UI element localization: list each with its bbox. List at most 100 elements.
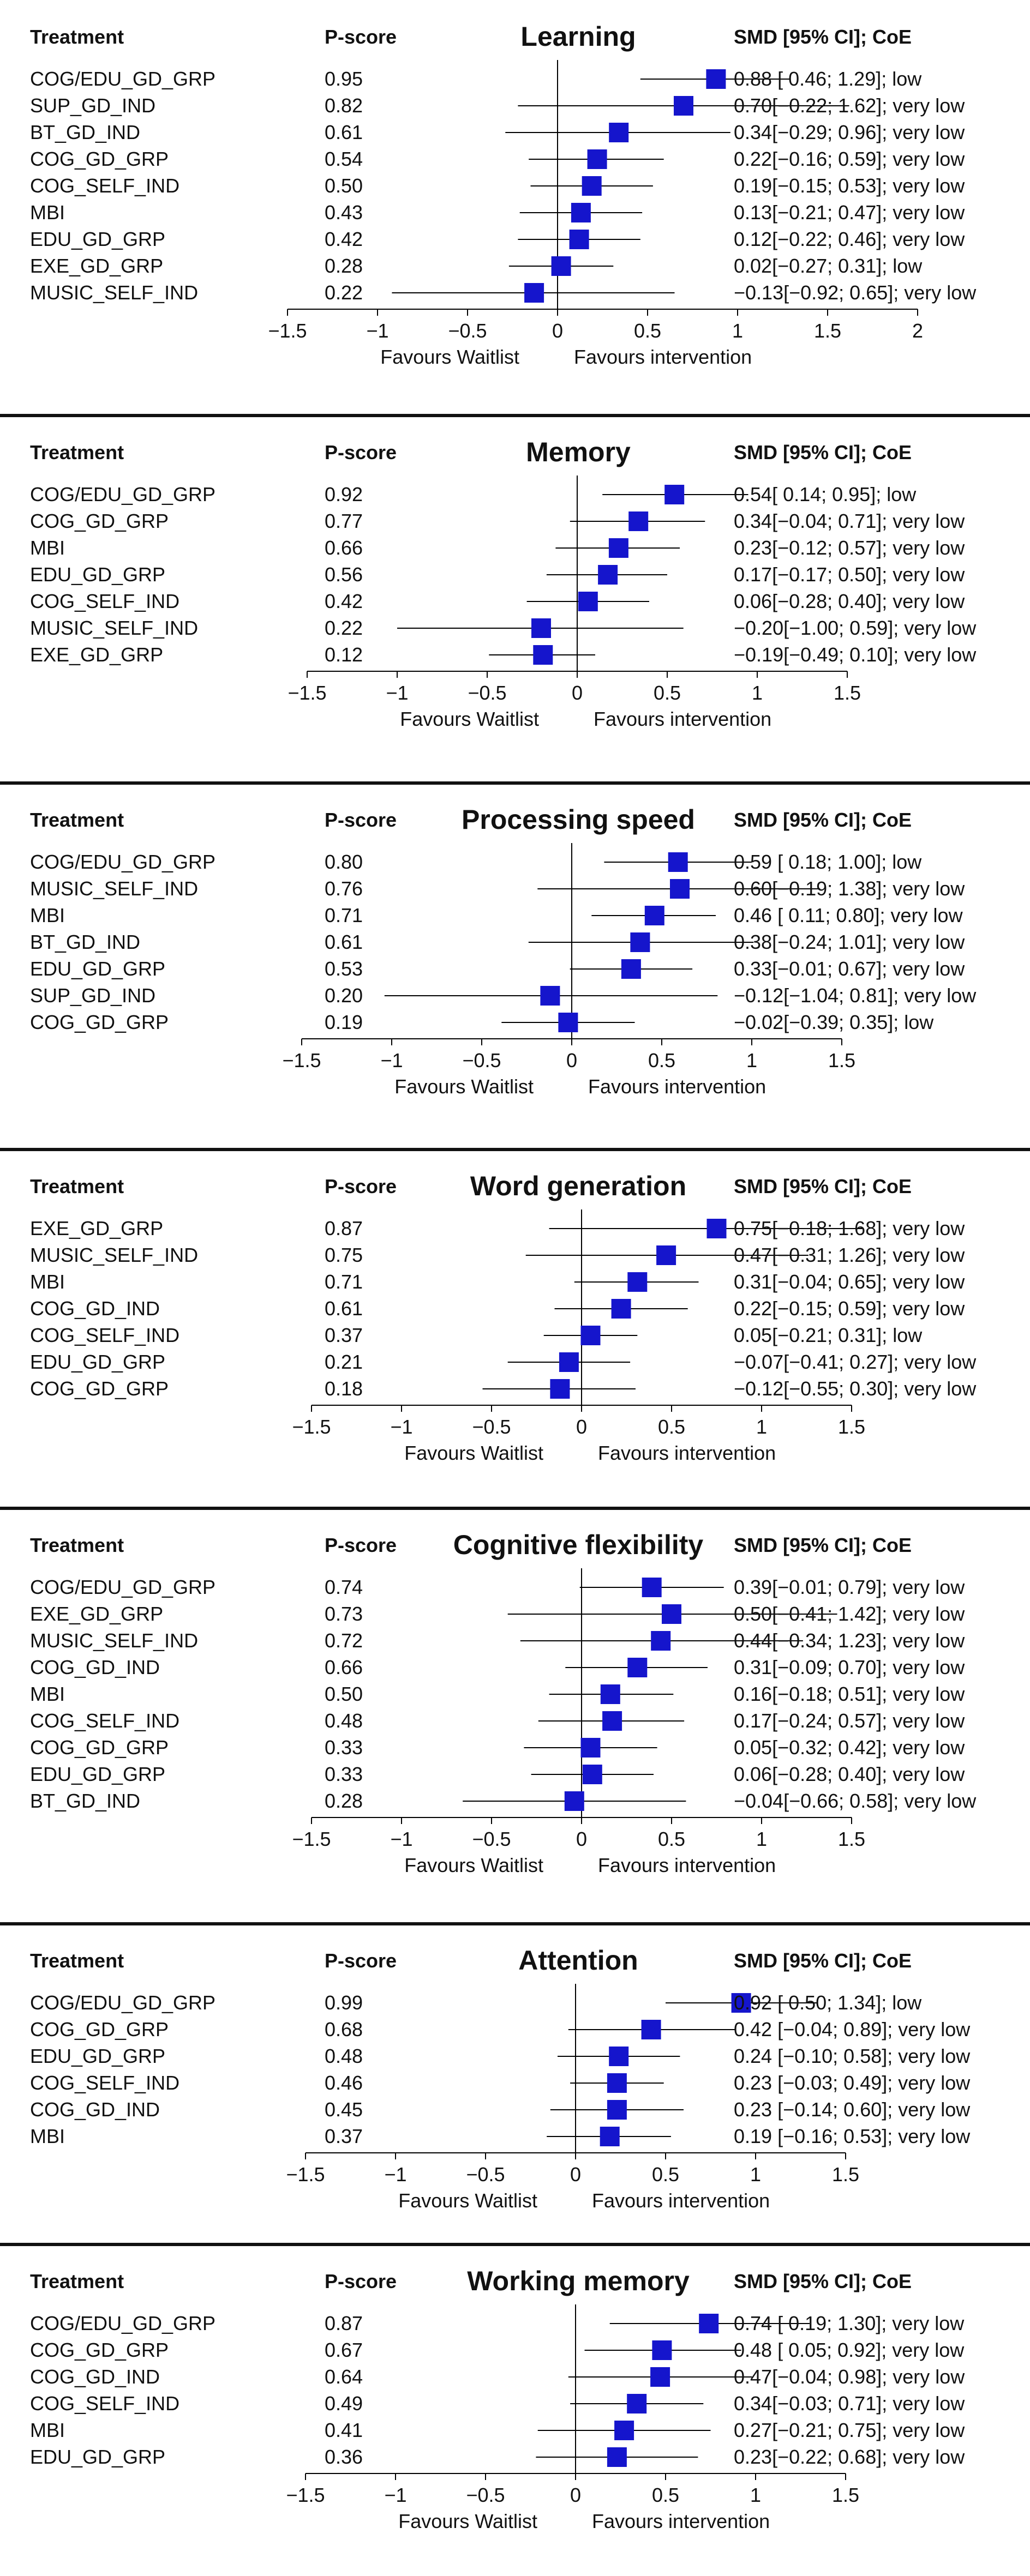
effect-marker bbox=[699, 2314, 719, 2333]
treatment-label: COG_SELF_IND bbox=[30, 2392, 179, 2415]
effect-marker bbox=[587, 149, 607, 169]
effect-marker bbox=[641, 2020, 661, 2039]
treatment-label: SUP_GD_IND bbox=[30, 984, 155, 1007]
effect-marker bbox=[621, 959, 641, 979]
x-tick-label: −0.5 bbox=[462, 1049, 501, 1072]
smd-ci-label: 0.50[−0.41; 1.42]; very low bbox=[734, 1603, 965, 1625]
effect-marker bbox=[550, 1379, 570, 1399]
pscore-value: 0.41 bbox=[325, 2419, 363, 2441]
pscore-value: 0.66 bbox=[325, 1656, 363, 1678]
treatment-label: COG_GD_IND bbox=[30, 1656, 160, 1678]
treatment-label: COG_GD_IND bbox=[30, 2366, 160, 2388]
pscore-value: 0.12 bbox=[325, 643, 363, 666]
x-tick-label: 1 bbox=[750, 2484, 761, 2506]
x-tick-label: 1 bbox=[756, 1828, 767, 1850]
smd-ci-label: −0.04[−0.66; 0.58]; very low bbox=[734, 1790, 977, 1812]
effect-marker bbox=[559, 1352, 579, 1372]
smd-ci-label: 0.92 [ 0.50; 1.34]; low bbox=[734, 1991, 922, 2014]
treatment-label: COG_SELF_IND bbox=[30, 174, 179, 197]
treatment-header: Treatment bbox=[30, 26, 124, 48]
pscore-value: 0.80 bbox=[325, 851, 363, 873]
treatment-label: EDU_GD_GRP bbox=[30, 228, 165, 250]
favours-waitlist-label: Favours Waitlist bbox=[380, 346, 519, 368]
smd-ci-label: 0.38[−0.24; 1.01]; very low bbox=[734, 931, 965, 953]
effect-marker bbox=[608, 538, 628, 558]
smd-ci-label: −0.13[−0.92; 0.65]; very low bbox=[734, 281, 977, 304]
pscore-value: 0.37 bbox=[325, 2125, 363, 2147]
x-tick-label: −0.5 bbox=[472, 1828, 511, 1850]
effect-marker bbox=[571, 203, 591, 222]
x-tick-label: −0.5 bbox=[466, 2484, 505, 2506]
x-tick-label: −1.5 bbox=[292, 1828, 331, 1850]
effect-marker bbox=[630, 932, 650, 952]
x-tick-label: −1.5 bbox=[288, 682, 326, 704]
x-tick-label: 0 bbox=[576, 1828, 587, 1850]
smd-ci-label: 0.23 [−0.14; 0.60]; very low bbox=[734, 2098, 971, 2121]
effect-marker bbox=[598, 565, 618, 585]
x-tick-label: 0 bbox=[576, 1416, 587, 1438]
pscore-value: 0.76 bbox=[325, 877, 363, 900]
treatment-label: MUSIC_SELF_IND bbox=[30, 1629, 198, 1652]
treatment-label: EDU_GD_GRP bbox=[30, 1763, 165, 1785]
treatment-label: COG/EDU_GD_GRP bbox=[30, 1576, 215, 1598]
treatment-label: COG_GD_GRP bbox=[30, 1011, 169, 1033]
pscore-value: 0.68 bbox=[325, 2018, 363, 2041]
x-tick-label: 1 bbox=[756, 1416, 767, 1438]
pscore-value: 0.48 bbox=[325, 2045, 363, 2067]
treatment-label: EXE_GD_GRP bbox=[30, 1217, 163, 1239]
smd-ci-label: 0.31[−0.04; 0.65]; very low bbox=[734, 1271, 965, 1293]
treatment-label: COG/EDU_GD_GRP bbox=[30, 2312, 215, 2334]
treatment-label: COG_GD_GRP bbox=[30, 148, 169, 170]
effect-marker bbox=[644, 906, 664, 925]
pscore-header: P-score bbox=[325, 1175, 397, 1197]
favours-intervention-label: Favours intervention bbox=[592, 2510, 770, 2532]
x-tick-label: −1.5 bbox=[286, 2484, 325, 2506]
smd-header: SMD [95% CI]; CoE bbox=[734, 1534, 912, 1556]
pscore-value: 0.50 bbox=[325, 174, 363, 197]
smd-ci-label: 0.02[−0.27; 0.31]; low bbox=[734, 255, 923, 277]
pscore-value: 0.64 bbox=[325, 2366, 363, 2388]
favours-intervention-label: Favours intervention bbox=[592, 2189, 770, 2212]
treatment-label: MBI bbox=[30, 537, 65, 559]
effect-marker bbox=[524, 283, 544, 303]
smd-ci-label: 0.47[−0.31; 1.26]; very low bbox=[734, 1244, 965, 1266]
pscore-value: 0.67 bbox=[325, 2339, 363, 2361]
smd-ci-label: −0.19[−0.49; 0.10]; very low bbox=[734, 643, 977, 666]
treatment-label: MBI bbox=[30, 2125, 65, 2147]
treatment-label: MUSIC_SELF_IND bbox=[30, 281, 198, 304]
smd-ci-label: 0.22[−0.16; 0.59]; very low bbox=[734, 148, 965, 170]
treatment-label: EDU_GD_GRP bbox=[30, 1351, 165, 1373]
smd-ci-label: 0.70[−0.22; 1.62]; very low bbox=[734, 94, 965, 117]
effect-marker bbox=[614, 2421, 634, 2440]
x-tick-label: 1 bbox=[752, 682, 763, 704]
smd-ci-label: 0.12[−0.22; 0.46]; very low bbox=[734, 228, 965, 250]
x-tick-label: −1 bbox=[384, 2484, 406, 2506]
pscore-value: 0.37 bbox=[325, 1324, 363, 1346]
smd-ci-label: 0.74 [ 0.19; 1.30]; very low bbox=[734, 2312, 965, 2334]
x-tick-label: −1 bbox=[390, 1828, 412, 1850]
pscore-value: 0.20 bbox=[325, 984, 363, 1007]
x-tick-label: 0.5 bbox=[634, 320, 661, 342]
pscore-header: P-score bbox=[325, 809, 397, 831]
smd-ci-label: 0.31[−0.09; 0.70]; very low bbox=[734, 1656, 965, 1678]
effect-marker bbox=[674, 96, 693, 116]
smd-header: SMD [95% CI]; CoE bbox=[734, 1175, 912, 1197]
effect-marker bbox=[628, 511, 649, 531]
treatment-label: EDU_GD_GRP bbox=[30, 2446, 165, 2468]
panel-title: Learning bbox=[520, 21, 636, 52]
effect-marker bbox=[609, 123, 629, 142]
smd-header: SMD [95% CI]; CoE bbox=[734, 26, 912, 48]
effect-marker bbox=[533, 645, 553, 665]
treatment-label: MUSIC_SELF_IND bbox=[30, 617, 198, 639]
x-tick-label: 1 bbox=[732, 320, 743, 342]
smd-header: SMD [95% CI]; CoE bbox=[734, 809, 912, 831]
smd-ci-label: 0.16[−0.18; 0.51]; very low bbox=[734, 1683, 965, 1705]
pscore-value: 0.87 bbox=[325, 2312, 363, 2334]
smd-ci-label: 0.23 [−0.03; 0.49]; very low bbox=[734, 2072, 971, 2094]
panel-separator bbox=[0, 2243, 1030, 2246]
x-tick-label: −1 bbox=[380, 1049, 403, 1072]
smd-ci-label: −0.12[−0.55; 0.30]; very low bbox=[734, 1377, 977, 1400]
smd-ci-label: 0.88 [ 0.46; 1.29]; low bbox=[734, 68, 922, 90]
smd-ci-label: 0.39[−0.01; 0.79]; very low bbox=[734, 1576, 965, 1598]
x-tick-label: 0 bbox=[570, 2163, 581, 2186]
